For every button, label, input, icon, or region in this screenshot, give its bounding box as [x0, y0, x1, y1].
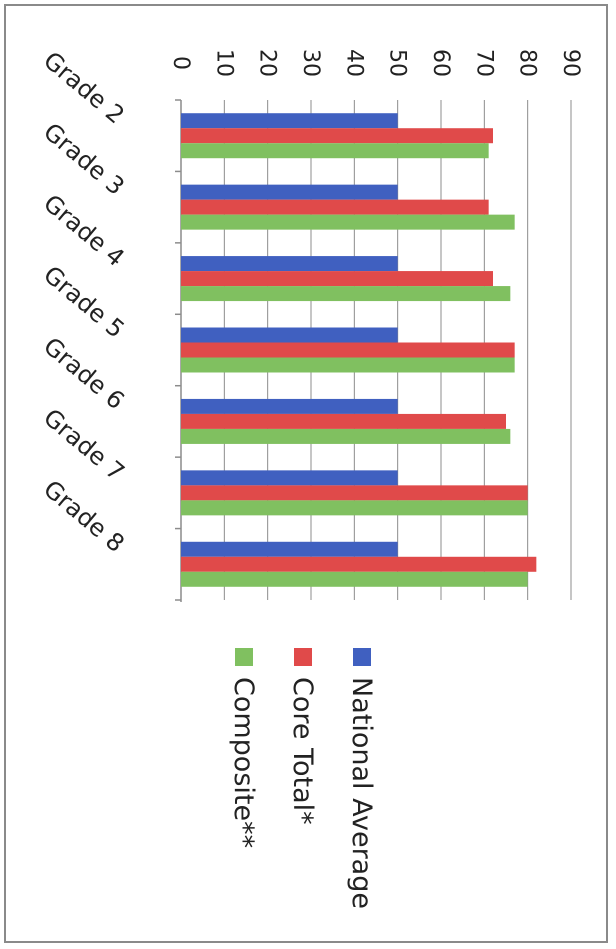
category-label-grade-6: Grade 6 — [38, 332, 130, 415]
tick-label-0: 0 — [168, 56, 193, 70]
bar-national-average-grade-6 — [181, 398, 398, 414]
bar-core-total-grade-4 — [181, 271, 493, 287]
bar-national-average-grade-3 — [181, 184, 398, 200]
bar-national-average-grade-2 — [181, 113, 398, 129]
category-label-grade-4: Grade 4 — [38, 189, 130, 272]
bar-composite-grade-4 — [181, 286, 511, 302]
tick-label-50: 50 — [385, 49, 410, 77]
bar-core-total-grade-2 — [181, 128, 493, 144]
tick-label-80: 80 — [515, 49, 540, 77]
legend-label-composite: Composite** — [228, 677, 259, 848]
category-label-grade-8: Grade 8 — [38, 475, 130, 558]
bar-core-total-grade-5 — [181, 342, 515, 358]
category-label-grade-7: Grade 7 — [38, 403, 130, 486]
bar-core-total-grade-8 — [181, 556, 537, 572]
bar-composite-grade-5 — [181, 357, 515, 373]
bar-composite-grade-2 — [181, 143, 489, 159]
category-label-grade-3: Grade 3 — [38, 118, 130, 201]
bar-national-average-grade-4 — [181, 256, 398, 272]
bar-national-average-grade-5 — [181, 327, 398, 343]
tick-label-70: 70 — [471, 49, 496, 77]
tick-label-60: 60 — [428, 49, 453, 77]
category-label-grade-5: Grade 5 — [38, 260, 130, 343]
legend-label-core-total: Core Total* — [287, 677, 318, 825]
legend-label-national-average: National Average — [346, 677, 377, 909]
bar-core-total-grade-3 — [181, 199, 489, 215]
tick-label-10: 10 — [211, 49, 236, 77]
legend-swatch-composite — [235, 648, 253, 666]
bar-core-total-grade-7 — [181, 485, 528, 501]
legend-swatch-core-total — [294, 648, 312, 666]
tick-label-20: 20 — [255, 49, 280, 77]
tick-label-40: 40 — [341, 49, 366, 77]
bar-core-total-grade-6 — [181, 413, 506, 429]
tick-label-30: 30 — [298, 49, 323, 77]
legend-swatch-national-average — [353, 648, 371, 666]
category-label-grade-2: Grade 2 — [38, 46, 130, 129]
tick-label-90: 90 — [558, 49, 583, 77]
bar-national-average-grade-7 — [181, 470, 398, 486]
bar-composite-grade-6 — [181, 428, 511, 444]
bar-composite-grade-7 — [181, 500, 528, 516]
bar-composite-grade-8 — [181, 571, 528, 587]
bar-composite-grade-3 — [181, 214, 515, 230]
bar-national-average-grade-8 — [181, 541, 398, 557]
